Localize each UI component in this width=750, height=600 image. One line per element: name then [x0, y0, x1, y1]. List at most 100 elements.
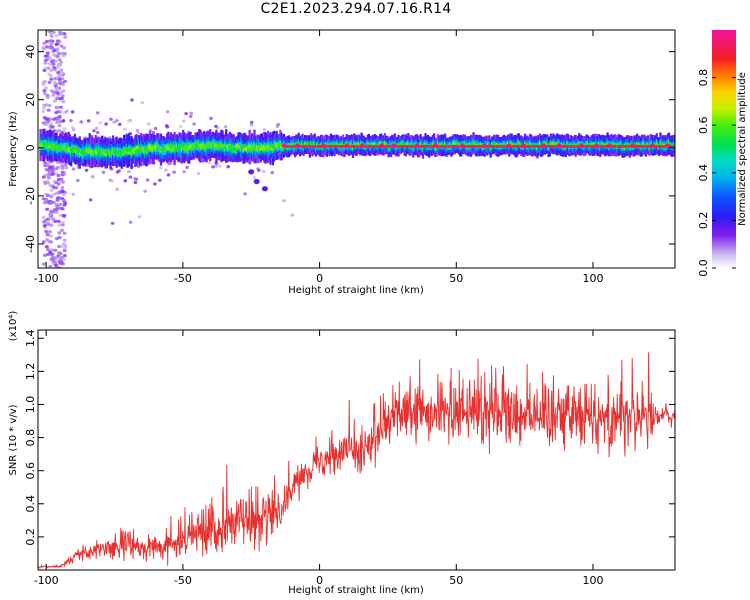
spectrogram-cell: [167, 162, 171, 166]
y-tick-label: 1.4: [24, 330, 37, 348]
spectrogram-peak: [161, 147, 167, 152]
spectrogram-cell: [49, 257, 54, 262]
spectrogram-peak: [305, 144, 308, 148]
spectrogram-cell: [597, 142, 601, 147]
spectrogram-peak: [585, 144, 588, 148]
spectrogram-cell: [54, 210, 59, 214]
spectrogram-cell: [71, 128, 76, 132]
spectrogram-cell: [51, 117, 56, 121]
spectrogram-peak: [386, 144, 389, 148]
spectrogram-peak: [465, 144, 468, 148]
spectrogram-peak: [554, 144, 557, 148]
spectrogram-peak: [532, 144, 535, 148]
spectrogram-cell: [655, 141, 658, 145]
spectrogram-cell: [280, 144, 283, 149]
spectrogram-cell: [153, 145, 156, 150]
x-tick-label: 0: [316, 574, 323, 587]
spectrogram-peak: [577, 144, 580, 148]
spectrogram-axes: -100 -50 0 50 100 -40 -20 0 20 40: [24, 30, 675, 285]
spectrogram-cell: [50, 31, 54, 35]
spectrogram-cell: [659, 141, 662, 145]
spectrogram-cell: [46, 176, 51, 180]
spectrogram-peak: [660, 144, 663, 148]
snr-frame: [37, 329, 676, 571]
spectrogram-peak: [440, 144, 443, 148]
spectrogram-cell: [57, 63, 61, 67]
spectrogram-cell: [152, 146, 155, 152]
spectrogram-peak: [562, 144, 565, 148]
spectrogram-peak: [470, 144, 473, 148]
spectrogram-peak: [291, 144, 294, 148]
spectrogram-cell: [62, 258, 66, 262]
spectrogram-peak: [590, 144, 593, 148]
spectrogram-cell: [44, 86, 49, 90]
spectrogram-cell: [62, 231, 67, 235]
spectrogram-peak: [519, 144, 522, 148]
spectrogram-cell: [56, 219, 61, 223]
spectrogram-peak: [333, 144, 336, 148]
spectrogram-cell: [153, 182, 157, 186]
spectrogram-peak: [413, 144, 416, 148]
spectrogram-peak: [620, 144, 623, 148]
spectrogram-cell: [636, 142, 639, 146]
spectrogram-cell: [334, 143, 337, 147]
spectrogram-peak: [504, 144, 507, 148]
spectrogram-cell: [71, 167, 76, 171]
spectrogram-peak: [591, 144, 594, 148]
spectrogram-peak: [527, 144, 530, 148]
spectrogram-cell: [62, 46, 67, 50]
spectrogram-peak: [301, 144, 304, 148]
spectrogram-cell: [44, 198, 49, 202]
spectrogram-cell: [52, 53, 57, 57]
spectrogram-peak: [324, 144, 327, 148]
spectrogram-cell: [249, 123, 254, 127]
spectrogram-cell: [642, 143, 645, 147]
spectrogram-peak: [493, 144, 496, 148]
spectrogram-peak: [433, 143, 438, 148]
spectrogram-cell: [104, 122, 108, 126]
spectrogram-cell: [238, 144, 241, 150]
spectrogram-cell: [141, 146, 144, 151]
spectrogram-cell: [198, 142, 201, 148]
spectrogram-cell: [262, 128, 267, 132]
spectrogram-peak: [477, 144, 480, 148]
spectrogram-peak: [377, 144, 380, 148]
spectrogram-cell: [130, 98, 134, 102]
spectrogram-peak: [584, 144, 587, 148]
spectrogram-cell: [86, 119, 91, 123]
spectrogram-peak: [456, 144, 459, 148]
spectrogram-cell: [46, 108, 51, 112]
spectrogram-cell: [52, 48, 57, 52]
spectrogram-cell: [157, 144, 160, 150]
spectrogram-peak: [607, 143, 612, 148]
spectrogram-cell: [52, 66, 57, 70]
spectrogram-cell: [42, 103, 47, 108]
spectrogram-peak: [404, 144, 407, 148]
spectrogram-peak: [319, 144, 323, 148]
spectrogram-cell: [143, 189, 147, 193]
spectrogram-cell: [55, 105, 60, 109]
spectrogram-peak: [372, 144, 375, 148]
spectrogram-peak: [513, 144, 516, 148]
spectrogram-cell: [436, 141, 439, 146]
y-tick-label: 0.6: [24, 462, 37, 480]
spectrogram-peak: [412, 144, 415, 148]
spectrogram-cell: [128, 220, 133, 224]
spectrogram-cell: [312, 141, 315, 146]
spectrogram-cell: [48, 39, 53, 43]
spectrogram-peak: [311, 144, 314, 148]
spectrogram-cell: [47, 240, 52, 244]
spectrogram-peak: [455, 144, 458, 148]
spectrogram-cell: [57, 223, 62, 227]
spectrogram-cell: [268, 144, 271, 150]
spectrogram-peak: [370, 144, 373, 148]
spectrogram-peak: [396, 144, 399, 148]
spectrogram-cell: [456, 141, 459, 146]
spectrogram-peak: [409, 144, 412, 148]
spectrogram-cell: [43, 173, 48, 177]
spectrogram-cell: [117, 122, 122, 126]
spectrogram-cell: [45, 233, 50, 237]
spectrogram-cell: [524, 142, 527, 146]
spectrogram-peak: [538, 144, 542, 148]
spectrogram-cell: [590, 142, 593, 147]
